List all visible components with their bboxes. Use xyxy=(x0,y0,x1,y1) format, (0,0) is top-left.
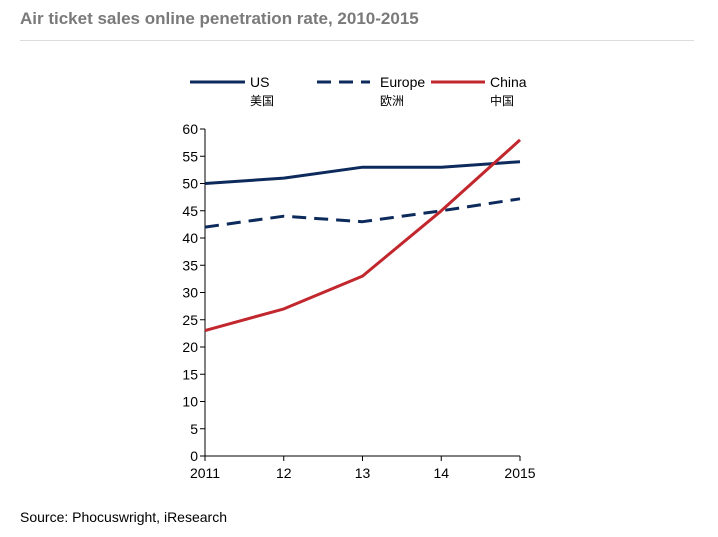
y-tick-label-0: 0 xyxy=(190,448,198,464)
y-tick-label-45: 45 xyxy=(182,203,198,219)
y-tick-label-55: 55 xyxy=(182,148,198,164)
series-layer xyxy=(204,138,522,333)
y-tick-label-20: 20 xyxy=(182,339,198,355)
legend-label-china: China xyxy=(490,74,527,90)
legend-label-zh-us: 美国 xyxy=(250,94,274,108)
legend-label-zh-europe: 欧洲 xyxy=(380,94,404,108)
y-tick-label-60: 60 xyxy=(182,121,198,137)
y-tick-label-15: 15 xyxy=(182,366,198,382)
x-tick-label-3: 14 xyxy=(433,465,449,481)
legend-label-europe: Europe xyxy=(380,74,425,90)
y-tick-label-40: 40 xyxy=(182,230,198,246)
series-line-us xyxy=(204,160,521,185)
chart-title: Air ticket sales online penetration rate… xyxy=(20,9,419,28)
title-divider xyxy=(20,40,694,41)
source-note: Source: Phocuswright, iResearch xyxy=(20,509,227,525)
y-tick-label-25: 25 xyxy=(182,312,198,328)
x-tick-label-0: 2011 xyxy=(190,465,220,481)
legend-label-us: US xyxy=(250,74,269,90)
y-tick-label-30: 30 xyxy=(182,285,198,301)
x-tick-label-2: 13 xyxy=(355,465,371,481)
y-tick-label-50: 50 xyxy=(182,176,198,192)
x-tick-label-1: 12 xyxy=(276,465,292,481)
y-tick-label-5: 5 xyxy=(190,421,198,437)
legend: US 美国 Europe 欧洲 China 中国 xyxy=(190,74,527,108)
x-tick-label-4: 2015 xyxy=(504,465,535,481)
y-tick-label-10: 10 xyxy=(182,394,198,410)
y-tick-label-35: 35 xyxy=(182,257,198,273)
series-line-europe xyxy=(204,197,521,229)
legend-label-zh-china: 中国 xyxy=(490,93,514,108)
